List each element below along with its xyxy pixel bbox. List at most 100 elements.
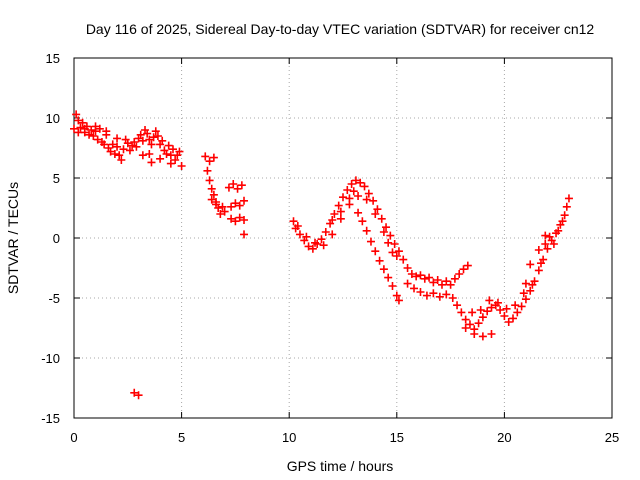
data-point xyxy=(394,247,403,256)
data-point xyxy=(429,289,438,298)
data-point xyxy=(526,286,535,295)
data-point xyxy=(377,214,386,223)
y-tick-label: 10 xyxy=(46,111,60,126)
data-point xyxy=(536,259,545,268)
data-point xyxy=(474,319,483,328)
data-point xyxy=(392,291,401,300)
data-point xyxy=(339,193,347,202)
data-point xyxy=(502,304,511,313)
data-point xyxy=(519,289,528,298)
data-point xyxy=(319,241,328,250)
data-point xyxy=(549,240,558,248)
data-point xyxy=(115,151,124,160)
data-point xyxy=(153,132,162,140)
data-point xyxy=(100,140,109,149)
data-point xyxy=(521,279,530,288)
data-point xyxy=(366,237,375,246)
data-point xyxy=(560,211,569,220)
data-point xyxy=(360,182,369,191)
data-point xyxy=(528,280,537,289)
data-point xyxy=(521,295,530,304)
data-point xyxy=(227,202,236,211)
data-point xyxy=(95,124,104,133)
data-point xyxy=(117,156,126,164)
data-point xyxy=(517,302,526,311)
data-point xyxy=(311,238,320,247)
axis-ticks: 0 5 10 15 20 25 15 10 5 0 -5 -10 -15 xyxy=(41,51,619,445)
data-point xyxy=(487,330,496,338)
chart-title: Day 116 of 2025, Sidereal Day-to-day VTE… xyxy=(86,21,595,37)
data-point xyxy=(351,176,360,185)
data-point xyxy=(235,213,244,222)
data-point xyxy=(446,280,455,289)
data-point xyxy=(388,282,397,290)
data-point xyxy=(364,189,373,198)
data-point xyxy=(87,126,96,134)
x-tick-label: 15 xyxy=(390,430,404,445)
data-point xyxy=(80,124,89,133)
x-tick-label: 25 xyxy=(605,430,619,445)
data-point xyxy=(403,264,412,272)
data-point xyxy=(203,166,212,175)
data-point xyxy=(379,265,388,274)
data-point xyxy=(229,180,238,188)
data-point xyxy=(147,140,156,149)
data-point xyxy=(156,154,165,163)
y-tick-label: 15 xyxy=(46,51,60,66)
data-point xyxy=(422,291,431,300)
data-point xyxy=(175,147,184,156)
data-point xyxy=(354,192,363,200)
data-point xyxy=(457,308,466,317)
data-point xyxy=(293,222,302,230)
data-point xyxy=(465,320,474,329)
data-point xyxy=(478,332,487,341)
data-point xyxy=(145,150,154,158)
data-point xyxy=(382,223,391,232)
grid xyxy=(74,58,612,418)
y-tick-label: -15 xyxy=(41,411,60,426)
y-tick-label: -5 xyxy=(48,291,60,306)
data-point xyxy=(93,135,102,144)
data-point xyxy=(416,271,425,280)
data-point xyxy=(74,128,83,137)
data-point xyxy=(343,186,352,194)
data-point xyxy=(463,261,472,270)
data-point xyxy=(437,280,446,289)
data-point xyxy=(362,195,371,204)
data-point xyxy=(511,301,520,310)
data-point xyxy=(231,199,240,208)
data-point xyxy=(201,152,210,161)
data-point xyxy=(134,391,143,400)
data-point xyxy=(410,284,419,293)
data-point xyxy=(240,216,249,224)
data-point xyxy=(231,217,240,226)
data-point xyxy=(106,147,115,156)
data-point xyxy=(534,266,543,275)
data-point xyxy=(356,178,365,187)
data-point xyxy=(534,246,543,254)
data-point xyxy=(205,176,214,185)
data-point xyxy=(138,151,147,160)
data-point xyxy=(218,202,227,211)
data-point xyxy=(394,296,403,305)
data-point xyxy=(541,240,550,248)
data-point xyxy=(302,232,311,241)
data-point xyxy=(212,200,221,209)
data-point xyxy=(425,273,434,282)
data-point xyxy=(448,294,457,302)
data-point xyxy=(216,210,225,218)
data-point xyxy=(158,136,167,145)
y-axis-label: SDTVAR / TECUs xyxy=(5,182,21,294)
data-point xyxy=(227,214,236,223)
data-point xyxy=(468,308,477,317)
data-point xyxy=(108,140,117,149)
data-point xyxy=(220,207,229,216)
data-point xyxy=(207,195,216,204)
data-point xyxy=(433,276,442,284)
data-point xyxy=(543,244,552,253)
data-point xyxy=(416,288,425,296)
data-point xyxy=(513,308,522,317)
data-point xyxy=(168,145,177,154)
data-point xyxy=(328,230,337,239)
data-point xyxy=(373,205,382,214)
